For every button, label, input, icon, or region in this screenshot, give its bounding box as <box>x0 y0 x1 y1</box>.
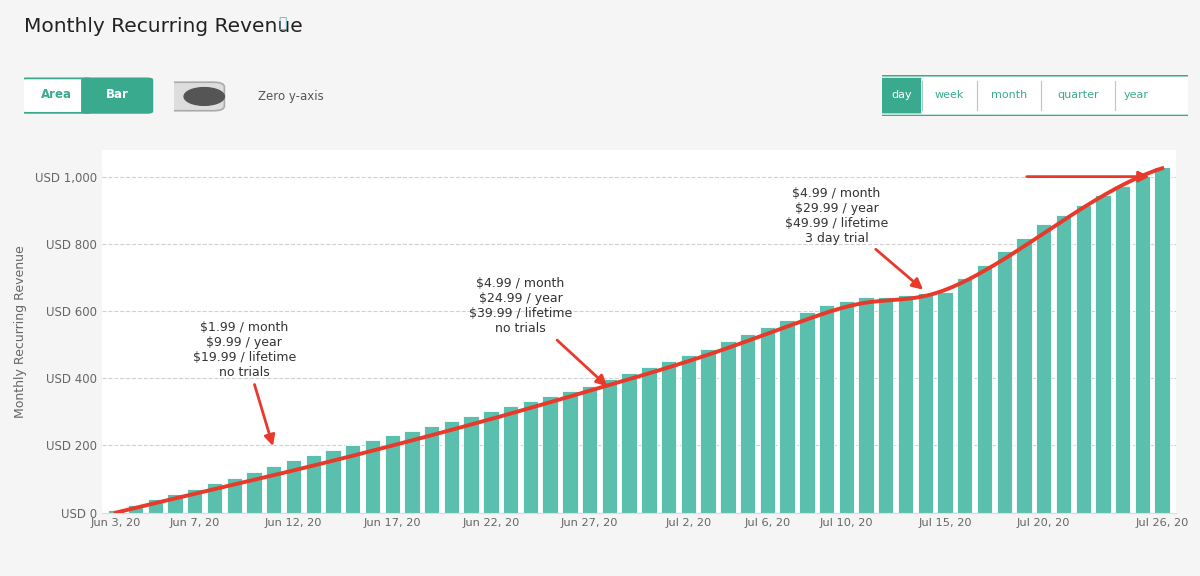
Bar <box>799 312 815 513</box>
Bar <box>937 291 953 513</box>
Bar <box>680 355 696 513</box>
Bar <box>444 421 460 513</box>
Bar <box>563 391 577 513</box>
Text: $4.99 / month
$24.99 / year
$39.99 / lifetime
no trials: $4.99 / month $24.99 / year $39.99 / lif… <box>469 278 605 384</box>
FancyBboxPatch shape <box>22 78 91 113</box>
Bar <box>818 305 834 513</box>
Bar <box>1135 176 1150 513</box>
Bar <box>977 265 992 513</box>
Y-axis label: Monthly Recurring Revenue: Monthly Recurring Revenue <box>13 245 26 418</box>
Text: quarter: quarter <box>1057 90 1099 100</box>
Bar <box>760 327 775 513</box>
Text: $1.99 / month
$9.99 / year
$19.99 / lifetime
no trials: $1.99 / month $9.99 / year $19.99 / life… <box>192 321 295 443</box>
Text: week: week <box>935 90 964 100</box>
Text: year: year <box>1123 90 1148 100</box>
Text: Area: Area <box>41 88 72 101</box>
Bar <box>1056 215 1072 513</box>
Bar <box>701 348 715 513</box>
Text: month: month <box>991 90 1027 100</box>
Bar <box>1036 224 1051 513</box>
Text: Bar: Bar <box>106 88 128 101</box>
Bar <box>918 293 932 513</box>
Bar <box>996 251 1012 513</box>
Bar <box>641 367 656 513</box>
Bar <box>720 342 736 513</box>
Text: Zero y-axis: Zero y-axis <box>258 90 324 103</box>
Bar <box>286 460 301 513</box>
Bar <box>404 431 420 513</box>
Bar <box>740 334 755 513</box>
Bar <box>582 386 598 513</box>
Bar <box>1016 238 1032 513</box>
Text: day: day <box>892 90 912 100</box>
Bar <box>187 488 203 513</box>
Bar <box>601 380 617 513</box>
Bar <box>779 320 794 513</box>
Bar <box>1115 186 1130 513</box>
Bar <box>246 472 262 513</box>
Bar <box>167 494 182 513</box>
FancyBboxPatch shape <box>922 78 978 113</box>
Bar <box>958 278 972 513</box>
Text: ⓘ: ⓘ <box>278 16 287 30</box>
FancyBboxPatch shape <box>163 82 224 111</box>
Bar <box>346 445 360 513</box>
Bar <box>1096 195 1111 513</box>
Bar <box>206 483 222 513</box>
Bar <box>858 297 874 513</box>
Bar <box>266 466 282 513</box>
Bar <box>523 401 538 513</box>
FancyBboxPatch shape <box>880 75 1190 116</box>
Bar <box>1154 166 1170 513</box>
Bar <box>484 411 499 513</box>
Bar <box>622 373 637 513</box>
Bar <box>148 499 163 513</box>
FancyBboxPatch shape <box>82 78 152 113</box>
Bar <box>325 450 341 513</box>
Bar <box>227 478 242 513</box>
Text: Monthly Recurring Revenue: Monthly Recurring Revenue <box>24 17 302 36</box>
Bar <box>463 416 479 513</box>
Text: $4.99 / month
$29.99 / year
$49.99 / lifetime
3 day trial: $4.99 / month $29.99 / year $49.99 / lif… <box>785 187 920 288</box>
Bar <box>306 454 320 513</box>
FancyBboxPatch shape <box>1114 78 1158 113</box>
Bar <box>108 510 124 513</box>
Bar <box>384 435 400 513</box>
Bar <box>839 301 854 513</box>
Bar <box>424 426 439 513</box>
Bar <box>128 505 143 513</box>
FancyBboxPatch shape <box>881 78 923 113</box>
Bar <box>661 361 677 513</box>
Bar <box>1075 205 1091 513</box>
Bar <box>365 440 380 513</box>
Circle shape <box>184 88 224 105</box>
Bar <box>878 297 894 513</box>
Bar <box>898 295 913 513</box>
FancyBboxPatch shape <box>977 78 1042 113</box>
Bar <box>542 396 558 513</box>
FancyBboxPatch shape <box>1040 78 1115 113</box>
Bar <box>503 406 518 513</box>
